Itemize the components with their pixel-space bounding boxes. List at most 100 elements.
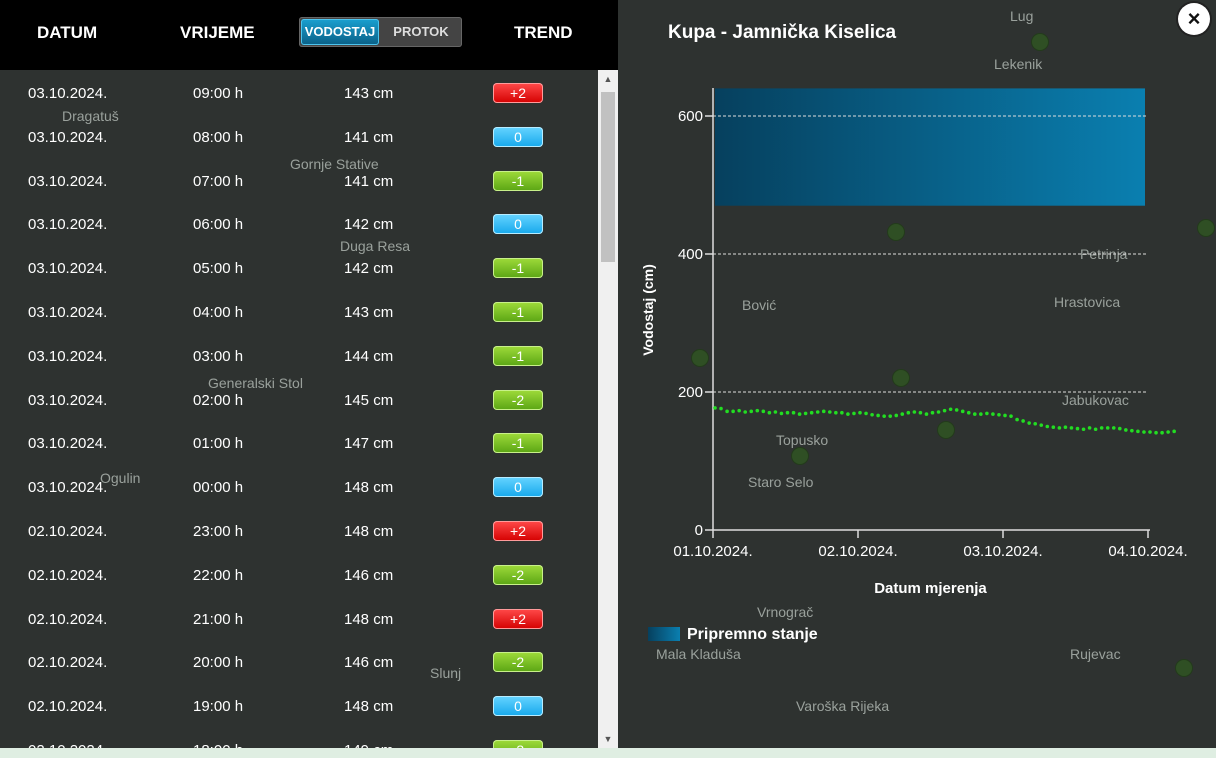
- map-place-label: Bović: [742, 297, 777, 313]
- map-station-marker[interactable]: [692, 350, 708, 366]
- x-axis-label: Datum mjerenja: [874, 580, 987, 597]
- scroll-down-arrow-icon[interactable]: ▼: [603, 734, 613, 744]
- table-row: 03.10.2024. 07:00 h 141 cm -1: [0, 159, 598, 203]
- measurements-list[interactable]: 03.10.2024. 09:00 h 143 cm +2 03.10.2024. 08:…: [0, 70, 598, 748]
- series-point: [791, 410, 796, 415]
- scroll-up-arrow-icon[interactable]: ▲: [603, 74, 613, 84]
- trend-badge: +2: [493, 608, 543, 629]
- series-point: [840, 410, 844, 415]
- trend-badge: -2: [493, 564, 543, 585]
- series-point: [779, 411, 784, 416]
- map-station-marker[interactable]: [1176, 660, 1192, 676]
- series-point: [882, 414, 886, 418]
- map-bottom-strip: [0, 748, 1216, 758]
- series-point: [906, 410, 911, 415]
- series-point: [1075, 426, 1080, 431]
- legend-swatch: [648, 627, 680, 641]
- row-time: 09:00 h: [193, 85, 244, 102]
- row-time: 00:00 h: [193, 479, 244, 497]
- map-station-marker[interactable]: [888, 224, 904, 240]
- y-tick-label: 600: [678, 108, 703, 125]
- map-station-marker[interactable]: [792, 448, 808, 464]
- table-row: 02.10.2024. 20:00 h 146 cm -2: [0, 640, 598, 684]
- trend-badge: +2: [493, 83, 543, 103]
- list-scrollbar[interactable]: ▲ ▼: [598, 70, 618, 748]
- water-level-chart: 0 200 400 600 01.10.2024. 02.10.2024. 03.10.20…: [640, 88, 1188, 643]
- row-time: 06:00 h: [193, 216, 244, 234]
- chart-title: Kupa - Jamnička Kiselica: [668, 22, 897, 43]
- map-place-label: Generalski Stol: [208, 375, 303, 391]
- series-point: [785, 410, 790, 415]
- series-point: [761, 409, 766, 414]
- row-time: 20:00 h: [193, 654, 244, 672]
- map-place-label: Mala Kladuša: [656, 646, 741, 662]
- x-tick-label: 03.10.2024.: [963, 543, 1042, 560]
- y-tick-label: 0: [695, 522, 703, 539]
- series-point: [894, 413, 899, 418]
- series-point: [1172, 429, 1176, 434]
- series-point: [1015, 417, 1019, 422]
- series-point: [1045, 424, 1050, 429]
- series-point: [1003, 413, 1007, 418]
- table-row: 03.10.2024. 04:00 h 143 cm -1: [0, 290, 598, 334]
- series-point: [1148, 430, 1152, 434]
- row-level: 146 cm: [344, 566, 394, 584]
- row-time: 04:00 h: [193, 304, 244, 321]
- row-level: 141 cm: [344, 172, 394, 190]
- vodostaj-toggle-button[interactable]: VODOSTAJ: [301, 19, 379, 45]
- row-time: 08:00 h: [193, 128, 244, 146]
- row-time: 19:00 h: [193, 698, 244, 716]
- trend-badge: 0: [493, 126, 543, 147]
- measure-toggle: VODOSTAJ PROTOK: [299, 17, 462, 47]
- trend-badge: -3: [493, 740, 543, 748]
- row-date: 03.10.2024.: [28, 85, 108, 102]
- map-station-marker[interactable]: [893, 370, 909, 386]
- table-row: 02.10.2024. 22:00 h 146 cm -2: [0, 553, 598, 597]
- series-point: [858, 410, 862, 415]
- row-date: 03.10.2024.: [28, 172, 108, 190]
- series-point: [912, 410, 917, 414]
- series-point: [749, 409, 754, 414]
- row-time: 18:00 h: [193, 742, 243, 748]
- series-point: [1051, 425, 1056, 429]
- series-point: [918, 410, 923, 415]
- row-date: 03.10.2024.: [28, 479, 108, 497]
- series-point: [870, 412, 874, 417]
- series-point: [936, 410, 941, 414]
- row-time: 02:00 h: [193, 391, 244, 409]
- series-point: [900, 412, 905, 416]
- row-time: 01:00 h: [193, 435, 244, 453]
- map-place-label: Lekenik: [994, 56, 1043, 72]
- table-row: 02.10.2024. 23:00 h 148 cm +2: [0, 509, 598, 553]
- table-row: 02.10.2024. 18:00 h 149 cm -3: [0, 728, 598, 748]
- map-station-marker[interactable]: [938, 422, 954, 438]
- series-point: [1081, 427, 1086, 432]
- trend-badge: -1: [493, 345, 543, 366]
- series-point: [1124, 428, 1128, 432]
- table-row: 03.10.2024. 08:00 h 141 cm 0: [0, 115, 598, 159]
- column-header-datum: DATUM: [37, 23, 98, 42]
- map-station-marker[interactable]: [1032, 34, 1048, 50]
- trend-badge: -2: [493, 652, 543, 673]
- close-button[interactable]: ×: [1178, 3, 1210, 35]
- row-level: 146 cm: [344, 654, 394, 672]
- series-point: [1033, 421, 1038, 426]
- scroll-thumb[interactable]: [601, 92, 615, 262]
- row-date: 03.10.2024.: [28, 347, 108, 365]
- series-point: [834, 410, 838, 415]
- series-point: [1099, 426, 1104, 430]
- series-point: [846, 412, 850, 416]
- series-point: [942, 408, 947, 413]
- series-point: [966, 410, 971, 415]
- row-time: 21:00 h: [193, 610, 244, 628]
- table-row: 02.10.2024. 21:00 h 148 cm +2: [0, 597, 598, 641]
- series-point: [1166, 430, 1170, 434]
- series-point: [725, 409, 729, 414]
- series-point: [960, 409, 965, 414]
- row-level: 148 cm: [344, 698, 394, 716]
- table-row: 03.10.2024. 05:00 h 142 cm -1: [0, 246, 598, 290]
- protok-toggle-button[interactable]: PROTOK: [393, 24, 449, 39]
- row-level: 147 cm: [344, 435, 394, 453]
- map-station-marker[interactable]: [1198, 220, 1214, 236]
- series-point: [1087, 426, 1092, 430]
